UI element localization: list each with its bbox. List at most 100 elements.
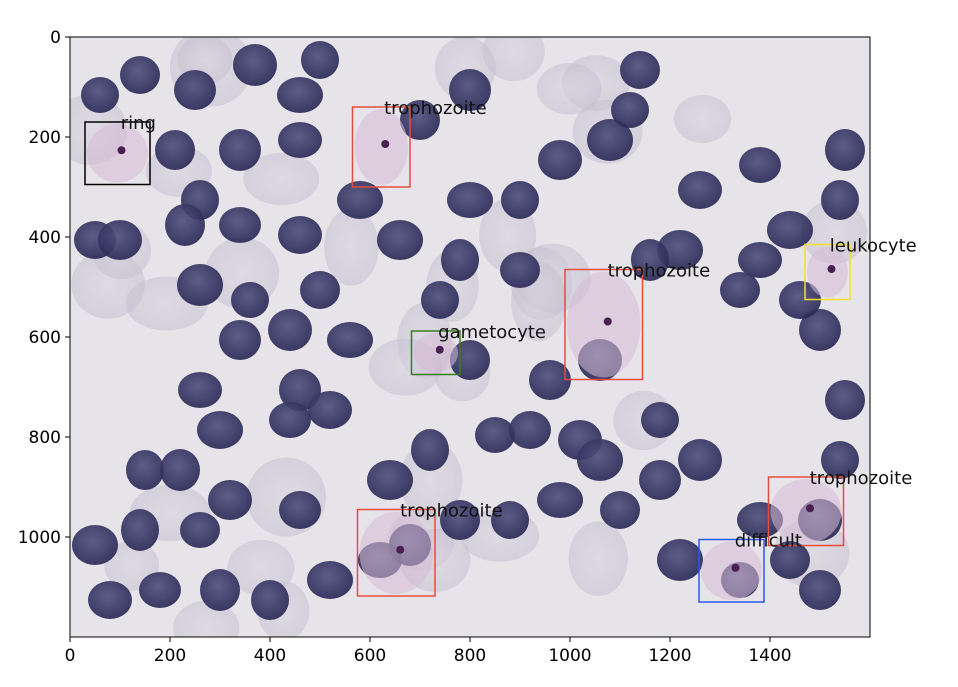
annotation-box-difficult [698, 538, 765, 603]
dark-cell [639, 460, 681, 500]
dark-cell [449, 69, 491, 111]
dark-cell [538, 140, 582, 180]
parasite-dot [827, 265, 836, 273]
dark-cell [825, 380, 865, 420]
annotation-label-trophozoite: trophozoite [400, 501, 503, 522]
annotation-label-ring: ring [121, 113, 156, 134]
dark-cell [278, 122, 322, 158]
dark-cell [821, 180, 859, 220]
y-tick-label: 1000 [18, 528, 61, 548]
pale-cell [227, 539, 295, 596]
dark-cell [279, 491, 321, 529]
x-tick-label: 400 [254, 646, 286, 666]
dark-cell [301, 41, 339, 79]
x-tick-label: 1400 [748, 646, 791, 666]
dark-cell [587, 119, 633, 161]
dark-cell [180, 512, 220, 548]
annotation-labels-group: ring trophozoite trophozoite leukocyte gamet… [121, 98, 917, 552]
dark-cell [160, 449, 200, 491]
parasite-dot [117, 146, 126, 155]
dark-cell [337, 181, 383, 219]
infected-cell [354, 109, 408, 185]
dark-cell [720, 272, 760, 308]
dark-cell [631, 239, 669, 281]
pale-cell [243, 152, 320, 206]
dark-cell [799, 309, 841, 351]
dark-cell [308, 391, 352, 429]
dark-cell [120, 56, 160, 94]
y-tick-label: 0 [50, 28, 61, 48]
dark-cell [126, 450, 164, 490]
dark-cell [611, 92, 649, 128]
dark-cell [269, 402, 311, 438]
pale-cell [568, 521, 628, 597]
y-tick-label: 200 [29, 128, 61, 148]
dark-cell [441, 239, 479, 281]
infected-cell [87, 124, 148, 183]
annotation-boxes-group [84, 106, 851, 603]
dark-cell [177, 264, 223, 306]
dark-cell [72, 525, 118, 565]
dark-cell [277, 77, 323, 113]
parasite-dot [396, 545, 405, 554]
annotation-box-trophozoite [767, 476, 845, 547]
annotation-label-leukocyte: leukocyte [830, 236, 917, 257]
annotation-box-trophozoite [564, 268, 644, 381]
dark-cell [509, 411, 551, 449]
dark-cell [739, 147, 781, 183]
dark-cell [620, 51, 660, 89]
infected-cell [701, 541, 762, 600]
dark-cell [208, 480, 252, 520]
dark-cell [738, 242, 782, 278]
dark-cell [657, 539, 703, 581]
y-tick-label: 400 [29, 228, 61, 248]
dark-cells-group [72, 41, 865, 620]
dark-cell [678, 439, 722, 481]
dark-cell [200, 569, 240, 611]
dark-cell [279, 369, 321, 411]
dark-cell [88, 581, 132, 619]
dark-cell [81, 77, 119, 113]
dark-cell [307, 561, 353, 599]
pale-cell [536, 63, 602, 115]
dark-cell [155, 130, 195, 170]
annotation-label-trophozoite: trophozoite [384, 98, 487, 119]
y-tick-label: 800 [29, 428, 61, 448]
pale-cell [324, 208, 379, 286]
dark-cell [367, 460, 413, 500]
dark-cell [327, 322, 373, 358]
annotation-label-trophozoite: trophozoite [608, 261, 711, 282]
dark-cell [231, 282, 269, 318]
dark-cell [268, 309, 312, 351]
pale-cell [482, 37, 545, 82]
infected-cell [413, 333, 458, 373]
dark-cell [178, 372, 222, 408]
infected-cell [807, 246, 848, 298]
y-tick-label: 600 [29, 328, 61, 348]
dark-cell [767, 211, 813, 249]
dark-cell [529, 360, 571, 400]
dark-cell [779, 281, 821, 319]
dark-cell [219, 129, 261, 171]
dark-cell [447, 182, 493, 218]
dark-cell [825, 129, 865, 171]
parasite-dots-group [87, 109, 848, 600]
annotation-box-trophozoite [351, 106, 411, 188]
dark-cell [278, 216, 322, 254]
dark-cell [678, 171, 722, 209]
dark-cell [219, 207, 261, 243]
dark-cell [251, 580, 289, 620]
dark-cell [501, 181, 539, 219]
dark-cell [233, 44, 277, 86]
dark-cell [799, 570, 841, 610]
dark-cell [300, 271, 340, 309]
dark-cell [500, 252, 540, 288]
x-axis-ticks: 0 200 400 600 800 1000 1200 1400 [65, 637, 792, 666]
parasite-dot [603, 317, 612, 326]
dark-cell [577, 439, 623, 481]
infected-cell [567, 271, 641, 378]
parasite-dot [435, 345, 444, 354]
annotation-label-trophozoite: trophozoite [810, 468, 913, 489]
dark-cell [174, 70, 216, 110]
